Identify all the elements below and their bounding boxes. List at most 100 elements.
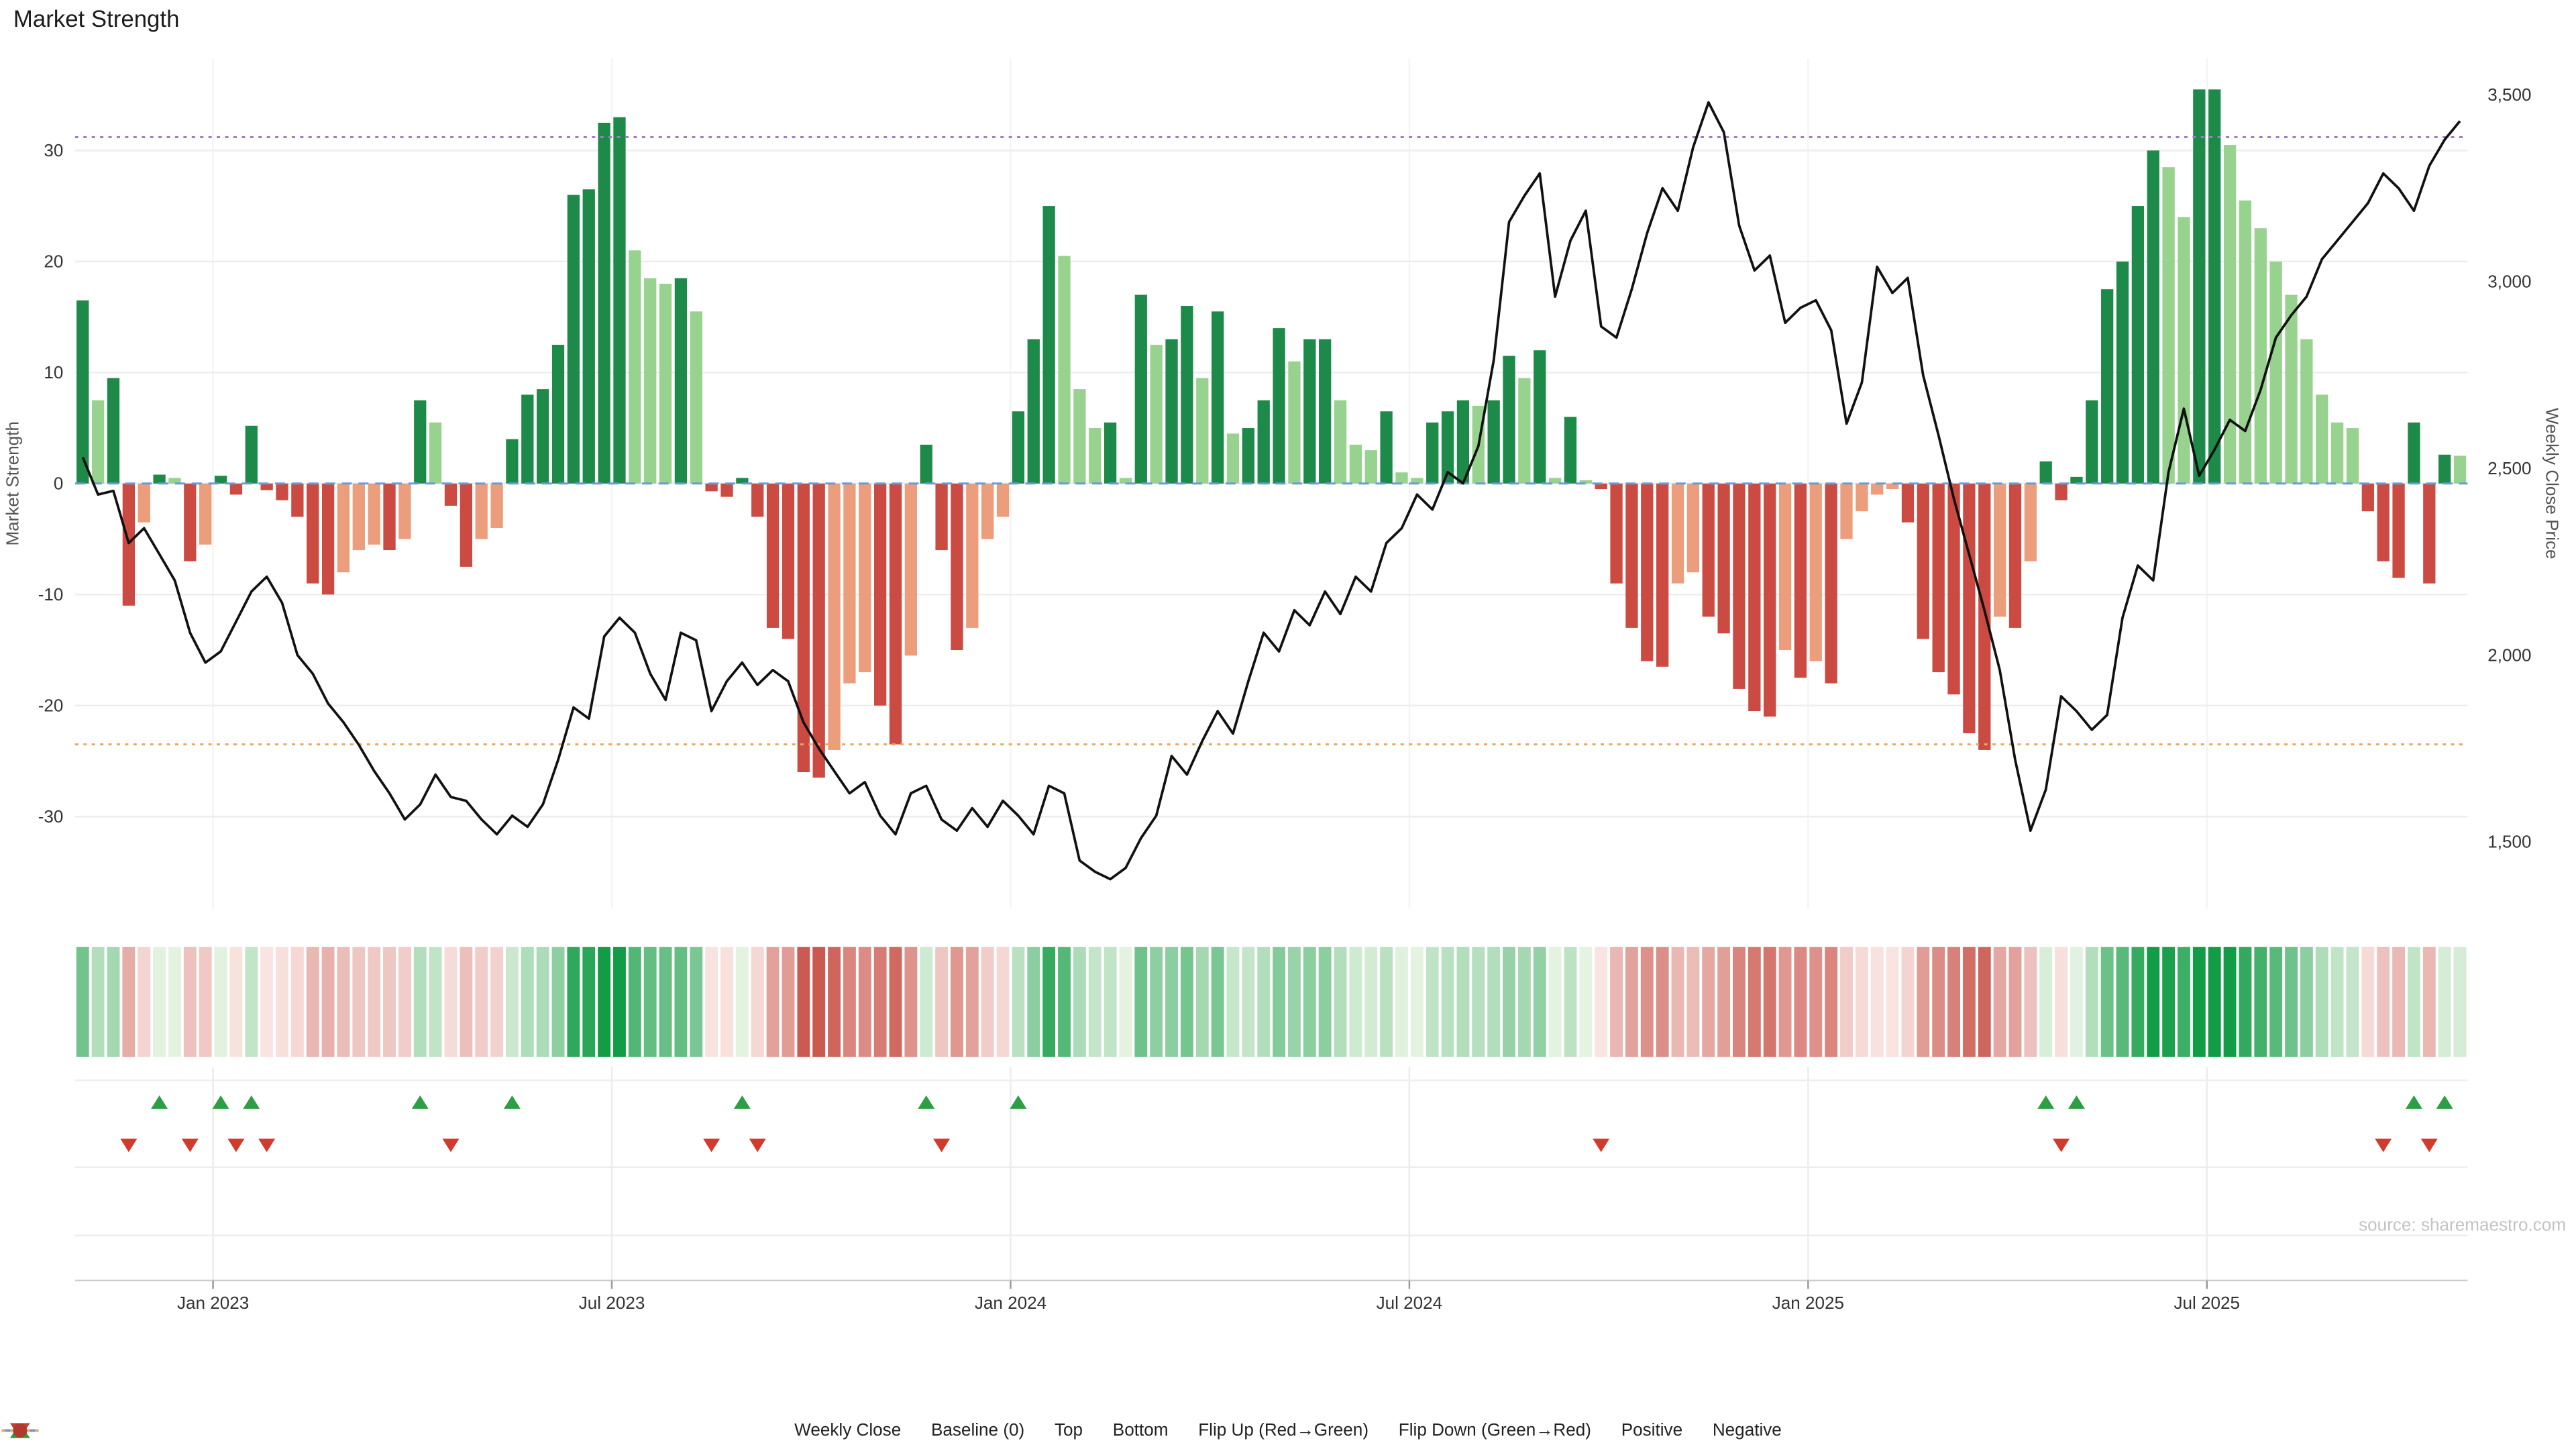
left-axis-tick-label: 30 [44, 140, 63, 160]
heatmap-cell [475, 947, 488, 1057]
flip-up-marker-icon [2436, 1095, 2453, 1109]
strength-bar [1548, 478, 1562, 484]
strength-bar [1947, 483, 1960, 695]
heatmap-cell [2085, 947, 2098, 1057]
heatmap-cell [613, 947, 626, 1057]
strength-bar [1534, 350, 1546, 484]
strength-bar [981, 483, 994, 539]
heatmap-cell [2300, 947, 2313, 1057]
heatmap-cell [2008, 947, 2022, 1057]
heatmap-cell [2269, 947, 2283, 1057]
strength-bar [766, 483, 780, 628]
heatmap-cell [1809, 947, 1823, 1057]
strength-bar [2055, 483, 2068, 500]
strength-bar [920, 444, 932, 484]
heatmap-cell [1671, 947, 1684, 1057]
x-axis-tick-label: Jul 2023 [579, 1293, 645, 1313]
strength-bar [321, 483, 335, 595]
strength-bar [276, 483, 288, 500]
heatmap-cell [904, 947, 918, 1057]
strength-bar [720, 483, 733, 497]
left-axis-tick-label: -30 [38, 806, 64, 826]
strength-bar [1303, 339, 1316, 484]
flip-up-marker-icon [2406, 1095, 2422, 1109]
strength-bar [751, 483, 764, 517]
right-axis-tick-label: 3,500 [2487, 85, 2531, 105]
legend-item: Top [1, 1421, 1083, 1440]
strength-bar [429, 422, 442, 484]
strength-bar [91, 400, 105, 484]
heatmap-cell [1503, 947, 1515, 1057]
heatmap-cell [965, 947, 979, 1057]
heatmap-cell [1763, 947, 1776, 1057]
strength-bar [1656, 483, 1669, 667]
flip-up-marker-icon [411, 1095, 429, 1109]
heatmap-cell [1778, 947, 1792, 1057]
heatmap-cell [1487, 947, 1501, 1057]
strength-bar [1242, 428, 1254, 484]
strength-bar [506, 439, 519, 484]
strength-bar [874, 483, 887, 706]
strength-bar [1165, 339, 1178, 484]
strength-bar [1349, 444, 1362, 484]
strength-bar [1717, 483, 1730, 634]
strength-bar [2316, 394, 2328, 484]
heatmap-cell [214, 947, 227, 1057]
heatmap-cell [2422, 947, 2436, 1057]
source-credit: source: sharemaestro.com [2359, 1215, 2567, 1236]
flip-up-marker-icon [918, 1095, 935, 1109]
heatmap-cell [1625, 947, 1638, 1057]
strength-bar [1411, 478, 1424, 484]
heatmap-cell [1150, 947, 1163, 1057]
strength-bar [2008, 483, 2022, 628]
heatmap-cell [2162, 947, 2176, 1057]
heatmap-cell [2116, 947, 2129, 1057]
heatmap-cell [306, 947, 319, 1057]
flip-up-marker-icon [504, 1095, 521, 1109]
heatmap-cell [735, 947, 749, 1057]
strength-bar [644, 278, 657, 484]
heatmap-cell [2392, 947, 2406, 1057]
strength-bar [1273, 328, 1285, 484]
heatmap-cell [229, 947, 243, 1057]
legend-dot-icon [13, 1424, 28, 1438]
heatmap-cell [628, 947, 641, 1057]
strength-bar [1733, 483, 1746, 689]
heatmap-cell [2131, 947, 2145, 1057]
heatmap-cell [2147, 947, 2160, 1057]
x-axis-tick-label: Jan 2025 [1772, 1293, 1844, 1313]
right-axis-tick-label: 2,000 [2487, 645, 2531, 665]
heatmap-cell [2254, 947, 2267, 1057]
heatmap-cell [782, 947, 795, 1057]
strength-bar [2423, 483, 2436, 584]
flip-up-marker-icon [243, 1095, 260, 1109]
heatmap-cell [1410, 947, 1424, 1057]
heatmap-cell [1104, 947, 1117, 1057]
strength-bar [659, 283, 672, 484]
flip-down-marker-icon [258, 1138, 276, 1152]
strength-bar [1395, 472, 1408, 484]
strength-bar [1917, 483, 1929, 639]
strength-bar [2223, 145, 2237, 484]
strength-bar [2254, 228, 2267, 484]
strength-bar [414, 400, 427, 484]
strength-bar [828, 483, 841, 750]
strength-bar [736, 478, 749, 484]
heatmap-cell [2223, 947, 2237, 1057]
flip-up-marker-icon [2068, 1095, 2085, 1109]
strength-bar [245, 425, 258, 484]
strength-bar [1119, 478, 1132, 484]
strength-bar [1518, 378, 1531, 484]
heatmap-cell [1993, 947, 2006, 1057]
strength-bar [2101, 289, 2114, 484]
left-axis-tick-label: 0 [54, 473, 64, 493]
heatmap-cell [889, 947, 902, 1057]
heatmap-cell [1548, 947, 1562, 1057]
heatmap-cell [429, 947, 442, 1057]
strength-bar [674, 278, 688, 484]
strength-bar [1364, 450, 1377, 484]
heatmap-cell [91, 947, 105, 1057]
heatmap-cell [1012, 947, 1025, 1057]
heatmap-cell [1702, 947, 1715, 1057]
